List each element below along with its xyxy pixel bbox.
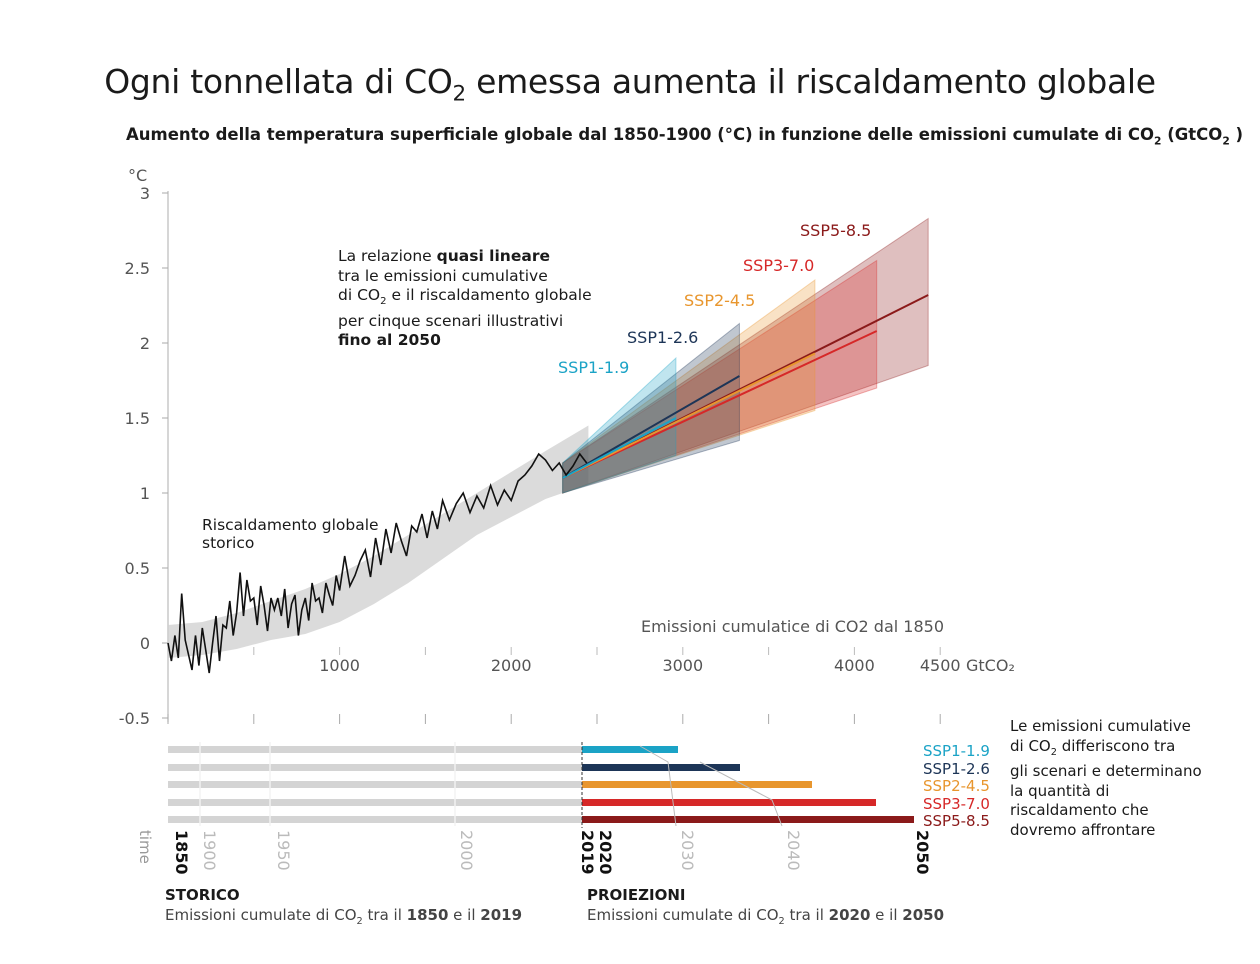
historical-line (167, 452, 588, 674)
chart-label-ssp5-85: SSP5-8.5 (800, 221, 871, 240)
timeline-year-2000: 2000 (457, 830, 476, 871)
line-ssp2-45 (562, 352, 816, 479)
timeline-year-2040: 2040 (784, 830, 803, 871)
band-ssp2-45 (562, 279, 816, 494)
historical-label: Riscaldamento globale storico (202, 516, 379, 552)
chart-label-ssp1-26: SSP1-2.6 (627, 328, 698, 347)
x-tick-label: 4500 (920, 656, 961, 675)
x-tick-label: 2000 (491, 656, 532, 675)
band-ssp1-26 (562, 322, 740, 494)
decade-connector-2030 (639, 745, 677, 827)
timeline-bar-ssp2-45 (582, 781, 812, 788)
decade-connector-2040 (699, 761, 783, 827)
timeline-label-ssp1-26: SSP1-2.6 (923, 760, 990, 778)
x-axis-unit: GtCO₂ (966, 656, 1015, 675)
timeline-year-2020: 2020 (596, 830, 615, 875)
timeline-history-bar (168, 781, 582, 788)
proiezioni-text: Emissioni cumulate di CO2 tra il 2020 e … (587, 906, 945, 927)
chart-subtitle: Aumento della temperatura superficiale g… (126, 125, 1244, 148)
timeline-history-bar (168, 816, 582, 823)
timeline-history-bar (168, 764, 582, 771)
y-tick-label: 2.5 (125, 259, 150, 278)
y-tick-label: 2 (140, 334, 150, 353)
y-tick-label: 3 (140, 184, 150, 203)
timeline-year-2030: 2030 (678, 830, 697, 871)
proiezioni-heading: PROIEZIONI (587, 886, 686, 904)
timeline-bar-ssp3-70 (582, 799, 876, 806)
timeline-label-ssp2-45: SSP2-4.5 (923, 777, 990, 795)
timeline-year-1900: 1900 (200, 830, 219, 871)
timeline-label-ssp1-19: SSP1-1.9 (923, 742, 990, 760)
timeline-year-1850: 1850 (172, 830, 191, 875)
line-ssp1-26 (562, 375, 740, 479)
band-ssp1-19 (562, 356, 677, 494)
line-ssp3-70 (562, 330, 878, 479)
x-axis-note: Emissioni cumulatice di CO2 dal 1850 (641, 617, 944, 636)
chart-label-ssp1-19: SSP1-1.9 (558, 358, 629, 377)
y-tick-label: 1.5 (125, 409, 150, 428)
y-tick-label: 0.5 (125, 559, 150, 578)
timeline-axis-label: time (136, 830, 154, 864)
timeline-history-bar (168, 799, 582, 806)
storico-text: Emissioni cumulate di CO2 tra il 1850 e … (165, 906, 523, 927)
y-axis-label: °C (128, 166, 147, 185)
timeline-bar-ssp1-26 (582, 764, 740, 771)
y-tick-label: 1 (140, 484, 150, 503)
timeline-bar-ssp5-85 (582, 816, 914, 823)
y-tick-label: -0.5 (119, 709, 150, 728)
chart-label-ssp3-70: SSP3-7.0 (743, 256, 814, 275)
chart-label-ssp2-45: SSP2-4.5 (684, 291, 755, 310)
band-ssp3-70 (562, 259, 878, 494)
timeline-bar-ssp1-19 (582, 746, 678, 753)
line-ssp1-19 (562, 417, 677, 479)
right-note: Le emissioni cumulative di CO2 differisc… (1010, 717, 1202, 839)
storico-heading: STORICO (165, 886, 240, 904)
y-tick-label: 0 (140, 634, 150, 653)
timeline-label-ssp3-70: SSP3-7.0 (923, 795, 990, 813)
timeline-year-2019: 2019 (578, 830, 597, 875)
timeline-label-ssp5-85: SSP5-8.5 (923, 812, 990, 830)
annotation-linear: La relazione quasi lineare tra le emissi… (338, 247, 592, 350)
timeline-year-2050: 2050 (913, 830, 932, 875)
historical-uncertainty-band (168, 425, 589, 658)
page-title: Ogni tonnellata di CO2 emessa aumenta il… (104, 62, 1156, 107)
x-tick-label: 3000 (662, 656, 703, 675)
timeline-history-bar (168, 746, 582, 753)
x-tick-label: 1000 (319, 656, 360, 675)
timeline-year-1950: 1950 (274, 830, 293, 871)
x-tick-label: 4000 (834, 656, 875, 675)
